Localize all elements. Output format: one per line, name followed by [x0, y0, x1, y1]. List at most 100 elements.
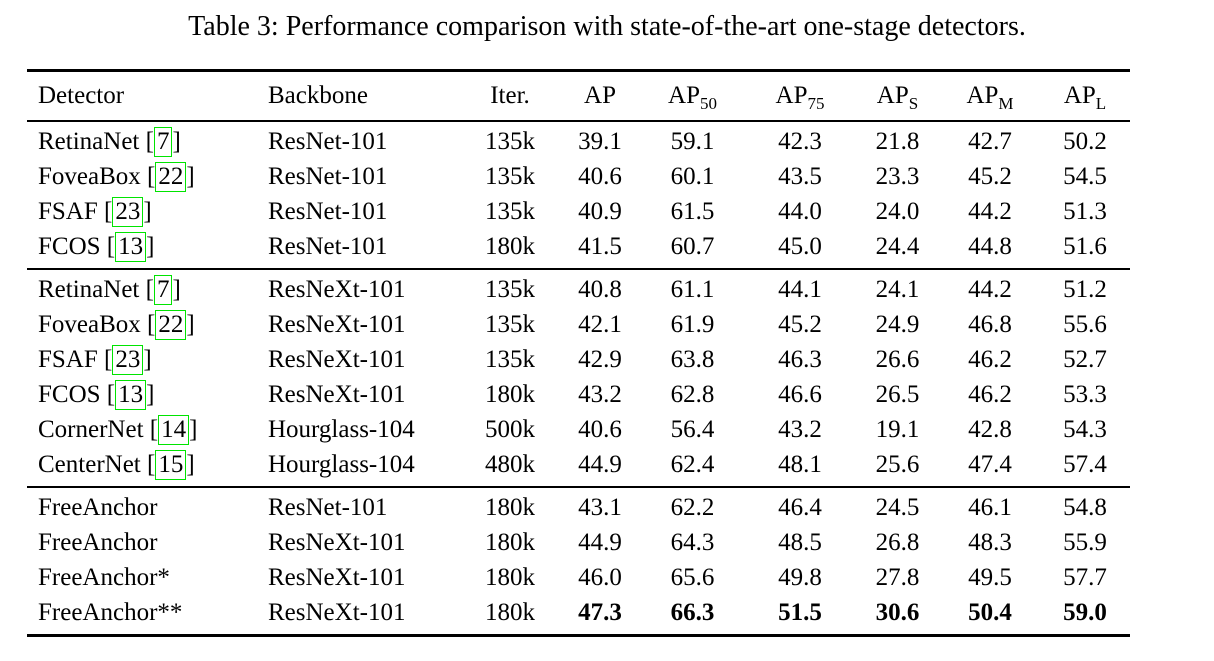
cell-iter: 500k: [485, 415, 535, 443]
table-group-1: RetinaNet [7] ResNet-101 135k 39.1 59.1 42.3 2…: [27, 121, 1130, 269]
cell-apm: 44.2: [940, 268, 1040, 307]
cell-ap: 40.9: [578, 197, 622, 225]
table-container: Detector Backbone Iter. AP AP50 AP75 APS APM APL…: [27, 69, 1130, 637]
cell-detector: FoveaBox [22]: [38, 161, 195, 192]
cell-iter: 180k: [485, 380, 535, 408]
cell-iter: 180k: [485, 563, 535, 591]
cell-aps: 26.8: [875, 528, 920, 556]
table-row: FCOS [13] ResNeXt-101 180k 43.2 62.8 46.6 26.5…: [27, 377, 1130, 412]
citation-link[interactable]: 22: [155, 161, 187, 192]
citation-link[interactable]: 13: [115, 379, 147, 410]
col-header-apm: APM: [940, 70, 1040, 122]
cell-ap50: 61.9: [670, 310, 715, 338]
cell-backbone: ResNeXt-101: [268, 380, 406, 408]
cell-detector: FreeAnchor*: [38, 563, 170, 591]
table-row: CenterNet [15] Hourglass-104 480k 44.9 62.4 4…: [27, 447, 1130, 487]
cell-aps: 21.8: [875, 127, 920, 155]
cell-ap50: 59.1: [670, 127, 715, 155]
cell-aps: 26.6: [875, 345, 920, 373]
cell-ap50: 65.6: [670, 563, 715, 591]
col-header-ap: AP: [560, 70, 640, 122]
col-header-aps: APS: [855, 70, 940, 122]
cell-apm: 44.8: [968, 232, 1012, 260]
cell-detector: FSAF [23]: [38, 344, 152, 375]
cell-apl: 57.4: [1063, 450, 1107, 478]
cell-iter: 180k: [485, 598, 535, 626]
cell-apm: 42.7: [968, 127, 1012, 155]
cell-ap: 44.9: [578, 450, 622, 478]
cell-ap75: 44.0: [778, 197, 822, 225]
citation-link[interactable]: 7: [153, 126, 173, 157]
cell-apl: 54.5: [1063, 162, 1107, 190]
cell-backbone: ResNet-101: [268, 486, 460, 525]
col-header-subscript: M: [998, 94, 1014, 113]
cell-detector: CornerNet [14]: [38, 414, 198, 445]
cell-aps: 24.9: [875, 310, 920, 338]
table-row: FreeAnchor* ResNeXt-101 180k 46.0 65.6 49.8 27…: [27, 560, 1130, 595]
cell-aps: 24.1: [855, 268, 940, 307]
citation-link[interactable]: 13: [115, 231, 147, 262]
cell-detector: FoveaBox [22]: [38, 309, 195, 340]
col-header-subscript: L: [1095, 94, 1107, 113]
cell-iter: 180k: [485, 528, 535, 556]
cell-apm: 46.1: [940, 486, 1040, 525]
header-row: Detector Backbone Iter. AP AP50 AP75 APS APM APL: [27, 70, 1130, 122]
citation-link[interactable]: 7: [153, 274, 173, 305]
col-header-ap75: AP75: [745, 70, 855, 122]
cell-iter: 180k: [485, 232, 535, 260]
cell-apm: 49.5: [968, 563, 1012, 591]
cell-ap: 41.5: [578, 232, 622, 260]
cell-backbone: ResNet-101: [268, 162, 388, 190]
cell-aps: 25.6: [875, 450, 920, 478]
cell-ap: 39.1: [578, 127, 622, 155]
citation-link[interactable]: 15: [155, 449, 187, 480]
cell-iter: 135k: [460, 268, 560, 307]
table-row: FSAF [23] ResNet-101 135k 40.9 61.5 44.0 24.0 4…: [27, 194, 1130, 229]
cell-ap75: 44.1: [745, 268, 855, 307]
cell-detector: FreeAnchor: [38, 528, 158, 556]
citation-link[interactable]: 23: [112, 196, 144, 227]
cell-detector: RetinaNet [7]: [27, 268, 268, 307]
cell-ap75: 48.5: [778, 528, 822, 556]
table-row: RetinaNet [7] ResNet-101 135k 39.1 59.1 42.3 2…: [27, 121, 1130, 159]
cell-backbone: ResNeXt-101: [268, 268, 460, 307]
cell-apl: 54.8: [1040, 486, 1130, 525]
citation-link[interactable]: 14: [158, 414, 190, 445]
cell-backbone: ResNet-101: [268, 127, 388, 155]
cell-aps: 24.0: [875, 197, 920, 225]
table-row: FreeAnchor** ResNeXt-101 180k 47.3 66.3 51.5 3…: [27, 595, 1130, 636]
citation-link[interactable]: 23: [112, 344, 144, 375]
col-header-subscript: 75: [807, 94, 825, 113]
citation-link[interactable]: 22: [155, 309, 187, 340]
cell-ap: 43.1: [560, 486, 640, 525]
cell-detector: FCOS [13]: [38, 379, 155, 410]
col-header-subscript: 50: [699, 94, 717, 113]
cell-backbone: Hourglass-104: [268, 415, 415, 443]
cell-apm: 46.2: [968, 380, 1012, 408]
cell-apl: 53.3: [1063, 380, 1107, 408]
cell-backbone: ResNeXt-101: [268, 563, 406, 591]
col-header-ap50: AP50: [640, 70, 745, 122]
cell-ap50: 61.5: [670, 197, 715, 225]
cell-apl: 55.6: [1063, 310, 1107, 338]
table-row: FreeAnchor ResNeXt-101 180k 44.9 64.3 48.5 26.…: [27, 525, 1130, 560]
cell-apm: 50.4: [968, 598, 1012, 626]
cell-apl: 54.3: [1063, 415, 1107, 443]
cell-ap: 47.3: [578, 598, 622, 626]
cell-iter: 180k: [460, 486, 560, 525]
cell-apl: 55.9: [1063, 528, 1107, 556]
cell-ap75: 46.4: [745, 486, 855, 525]
col-header-subscript: S: [908, 94, 919, 113]
col-header-iter: Iter.: [460, 70, 560, 122]
cell-ap50: 60.7: [670, 232, 715, 260]
cell-apl: 52.7: [1063, 345, 1107, 373]
cell-ap75: 46.6: [778, 380, 822, 408]
col-header-apl: APL: [1040, 70, 1130, 122]
cell-apl: 57.7: [1063, 563, 1107, 591]
cell-iter: 135k: [485, 345, 535, 373]
cell-aps: 30.6: [875, 598, 920, 626]
cell-backbone: ResNeXt-101: [268, 310, 406, 338]
table-group-2: RetinaNet [7] ResNeXt-101 135k 40.8 61.1 44.1…: [27, 268, 1130, 487]
cell-backbone: Hourglass-104: [268, 450, 415, 478]
table-row: RetinaNet [7] ResNeXt-101 135k 40.8 61.1 44.1…: [27, 268, 1130, 307]
